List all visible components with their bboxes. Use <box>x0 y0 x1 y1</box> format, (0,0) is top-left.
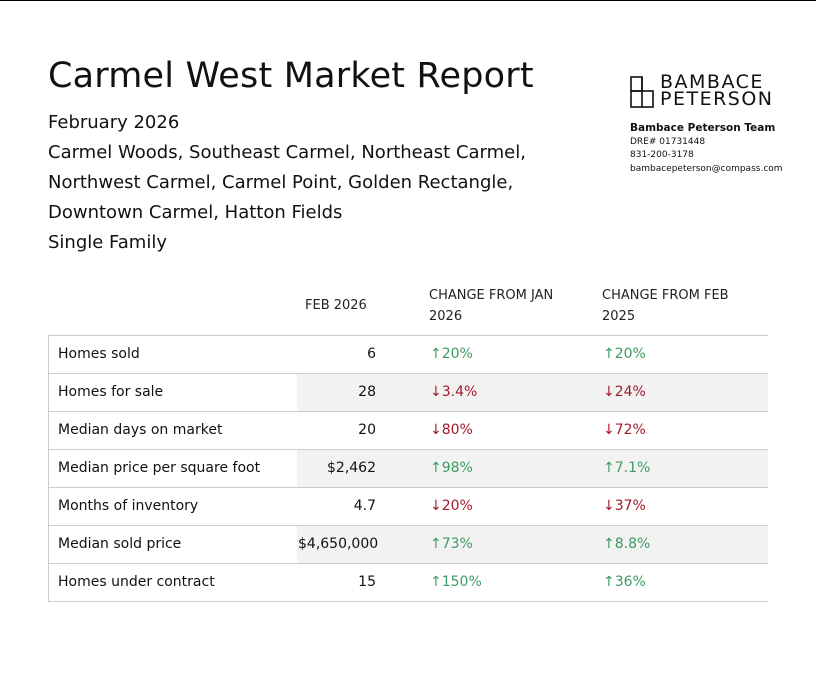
dre: DRE# 01731448 <box>630 136 706 147</box>
row-label: Median price per square foot <box>58 460 261 476</box>
row-label: Median days on market <box>58 422 223 438</box>
table-row: Homes under contract 15 ↑150% ↑36% <box>48 564 768 602</box>
row-value: 28 <box>358 384 376 400</box>
row-value: $2,462 <box>327 460 376 476</box>
row-label: Homes under contract <box>58 574 215 590</box>
change-value: ↓37% <box>603 498 646 514</box>
table: FEB 2026 CHANGE FROM JAN 2026 CHANGE FRO… <box>48 285 768 602</box>
subtitle-line: Northwest Carmel, Carmel Point, Golden R… <box>48 172 514 193</box>
contact: Bambace Peterson Team DRE# 01731448 831-… <box>630 122 783 176</box>
change-value: ↓20% <box>430 498 473 514</box>
change-value: ↑8.8% <box>603 536 651 552</box>
change-value: ↑150% <box>430 574 482 590</box>
top-rule <box>0 0 816 1</box>
row-label: Median sold price <box>58 536 182 552</box>
logo-mark <box>630 76 654 108</box>
email: bambacepeterson@compass.com <box>630 163 783 174</box>
team-name: Bambace Peterson Team <box>630 122 776 134</box>
table-row: Homes for sale 28 ↓3.4% ↓24% <box>48 374 768 412</box>
change-value: ↑20% <box>603 346 646 362</box>
table-row: Median price per square foot $2,462 ↑98% ↑7… <box>48 450 768 488</box>
column-header: FEB 2026 <box>305 298 367 313</box>
row-value: 20 <box>358 422 376 438</box>
row-shade <box>297 374 768 411</box>
table-row: Median sold price $4,650,000 ↑73% ↑8.8% <box>48 526 768 564</box>
change-value: ↑7.1% <box>603 460 651 476</box>
column-header: CHANGE FROM FEB 2025 <box>602 288 729 324</box>
row-value: 15 <box>358 574 376 590</box>
subtitle-line: Carmel Woods, Southeast Carmel, Northeas… <box>48 142 526 163</box>
row-shade <box>297 450 768 487</box>
change-value: ↑98% <box>430 460 473 476</box>
change-value: ↑73% <box>430 536 473 552</box>
row-value: $4,650,000 <box>298 536 379 552</box>
table-row: Median days on market 20 ↓80% ↓72% <box>48 412 768 450</box>
phone: 831-200-3178 <box>630 150 694 160</box>
subtitle-line: Downtown Carmel, Hatton Fields <box>48 202 343 223</box>
change-value: ↑36% <box>603 574 646 590</box>
subtitle-line: Single Family <box>48 232 167 253</box>
change-value: ↑20% <box>430 346 473 362</box>
row-label: Months of inventory <box>58 498 199 514</box>
change-value: ↓24% <box>603 384 646 400</box>
change-value: ↓3.4% <box>430 384 478 400</box>
logo-text: BAMBACE PETERSON <box>660 71 774 110</box>
row-value: 6 <box>367 346 376 362</box>
column-header: CHANGE FROM JAN 2026 <box>429 288 554 324</box>
change-value: ↓72% <box>603 422 646 438</box>
row-shade <box>297 526 768 563</box>
subtitle-line: February 2026 <box>48 112 180 133</box>
table-row: Months of inventory 4.7 ↓20% ↓37% <box>48 488 768 526</box>
row-label: Homes for sale <box>58 384 164 400</box>
header-row: FEB 2026 CHANGE FROM JAN 2026 CHANGE FRO… <box>48 285 768 336</box>
logo-line: PETERSON <box>660 88 774 110</box>
change-value: ↓80% <box>430 422 473 438</box>
table-row: Homes sold 6 ↑20% ↑20% <box>48 336 768 374</box>
row-label: Homes sold <box>58 346 140 362</box>
row-value: 4.7 <box>353 498 376 514</box>
logo-line: BAMBACE <box>660 71 764 93</box>
title: Carmel West Market Report <box>48 56 534 96</box>
subtitle: February 2026 Carmel Woods, Southeast Car… <box>48 108 526 258</box>
